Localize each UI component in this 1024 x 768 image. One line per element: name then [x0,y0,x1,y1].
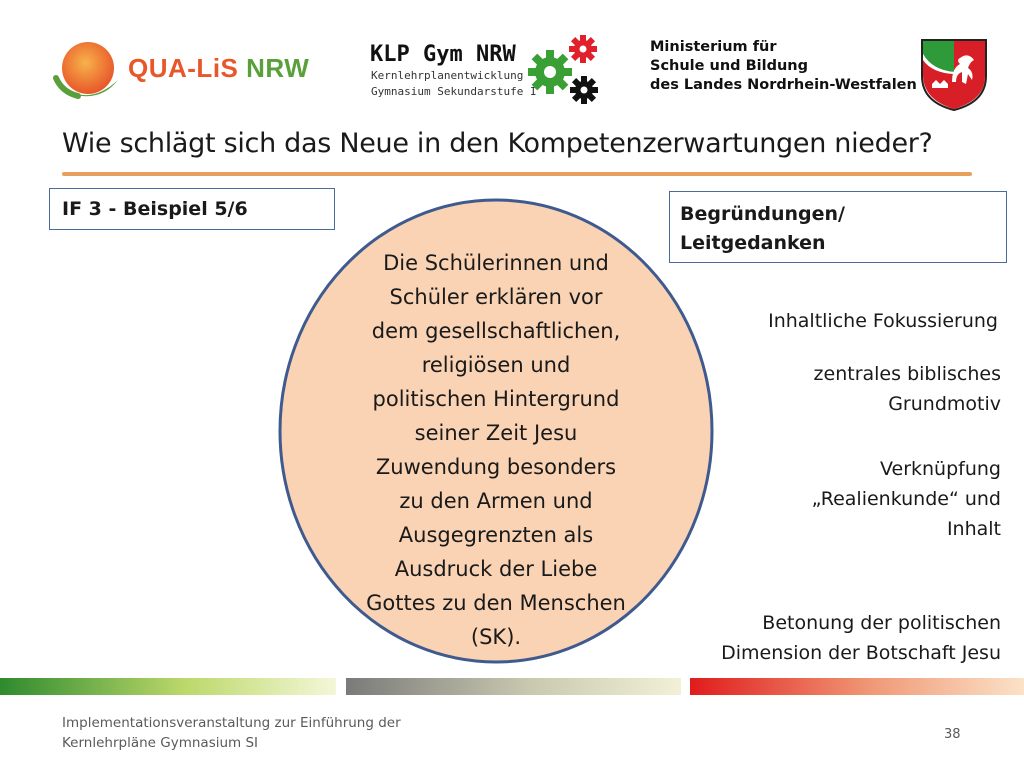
ministry-line1: Ministerium für [650,39,777,55]
title-underline [62,172,972,176]
section-label-box: IF 3 - Beispiel 5/6 [49,188,335,230]
footer-line1: Implementationsveranstaltung zur Einführ… [62,715,401,731]
klp-subtitle-line2: Gymnasium Sekundarstufe I [371,85,537,98]
competence-line: Ausgegrenzten als [398,523,594,547]
competence-line: seiner Zeit Jesu [414,421,578,445]
gears-icon [528,35,598,104]
competence-line: Gottes zu den Menschen [366,591,626,615]
competence-line: (SK). [470,625,522,649]
rationale-header-line2: Leitgedanken [680,232,826,254]
slide-title: Wie schlägt sich das Neue in den Kompete… [62,128,933,159]
klp-title-part1: KLP Gym [370,42,476,67]
competence-line: zu den Armen und [399,489,593,513]
page-number: 38 [944,727,961,742]
rationale-motiv: zentrales biblisches Grundmotiv [814,359,1001,419]
footer-bar-green [0,678,336,695]
klp-title-part2: NRW [475,42,516,67]
competence-circle-shape [278,198,714,664]
rationale-verkn-line2: „Realienkunde“ und [811,488,1001,510]
rationale-betonung: Betonung der politischen Dimension der B… [721,608,1001,668]
footer-line2: Kernlehrpläne Gymnasium SI [62,735,259,751]
rationale-fokus: Inhaltliche Fokussierung [768,310,998,332]
qualis-logo [53,42,118,99]
rationale-motiv-line2: Grundmotiv [888,393,1001,415]
ministry-name: Ministerium für Schule und Bildung des L… [650,38,917,95]
rationale-beton-line1: Betonung der politischen [762,612,1001,634]
competence-circle [278,198,714,664]
rationale-verkn-line3: Inhalt [946,518,1001,540]
ministry-line3: des Landes Nordrhein-Westfalen [650,77,917,93]
ministry-line2: Schule und Bildung [650,58,809,74]
klp-subtitle-line1: Kernlehrplanentwicklung [371,69,524,82]
competence-line: Schüler erklären vor [389,285,603,309]
competence-line: religiösen und [421,353,571,377]
competence-line: Ausdruck der Liebe [394,557,598,581]
qualis-wordmark-part1: QUA-LiS [128,53,239,83]
rationale-verknuepfung: Verknüpfung „Realienkunde“ und Inhalt [812,454,1001,544]
qualis-wordmark-part2: NRW [238,53,310,83]
footer-bar-grey [346,678,681,695]
nrw-crest-icon [921,39,987,112]
competence-line: Die Schülerinnen und [383,251,609,275]
qualis-wordmark: QUA-LiS NRW [128,53,309,84]
competence-line: politischen Hintergrund [372,387,620,411]
rationale-header-box: Begründungen/ Leitgedanken [669,191,1007,263]
rationale-motiv-line1: zentrales biblisches [813,363,1001,385]
competence-line: Zuwendung besonders [375,455,617,479]
rationale-verkn-line1: Verknüpfung [879,458,1001,480]
rationale-header-line1: Begründungen/ [680,203,845,225]
klp-title: KLP Gym NRW [370,42,516,67]
competence-line: dem gesellschaftlichen, [371,319,621,343]
footer-bar-red [690,678,1024,695]
competence-statement: Die Schülerinnen und Schüler erklären vo… [330,246,662,654]
rationale-beton-line2: Dimension der Botschaft Jesu [721,642,1001,664]
footer-caption: Implementationsveranstaltung zur Einführ… [62,713,401,753]
